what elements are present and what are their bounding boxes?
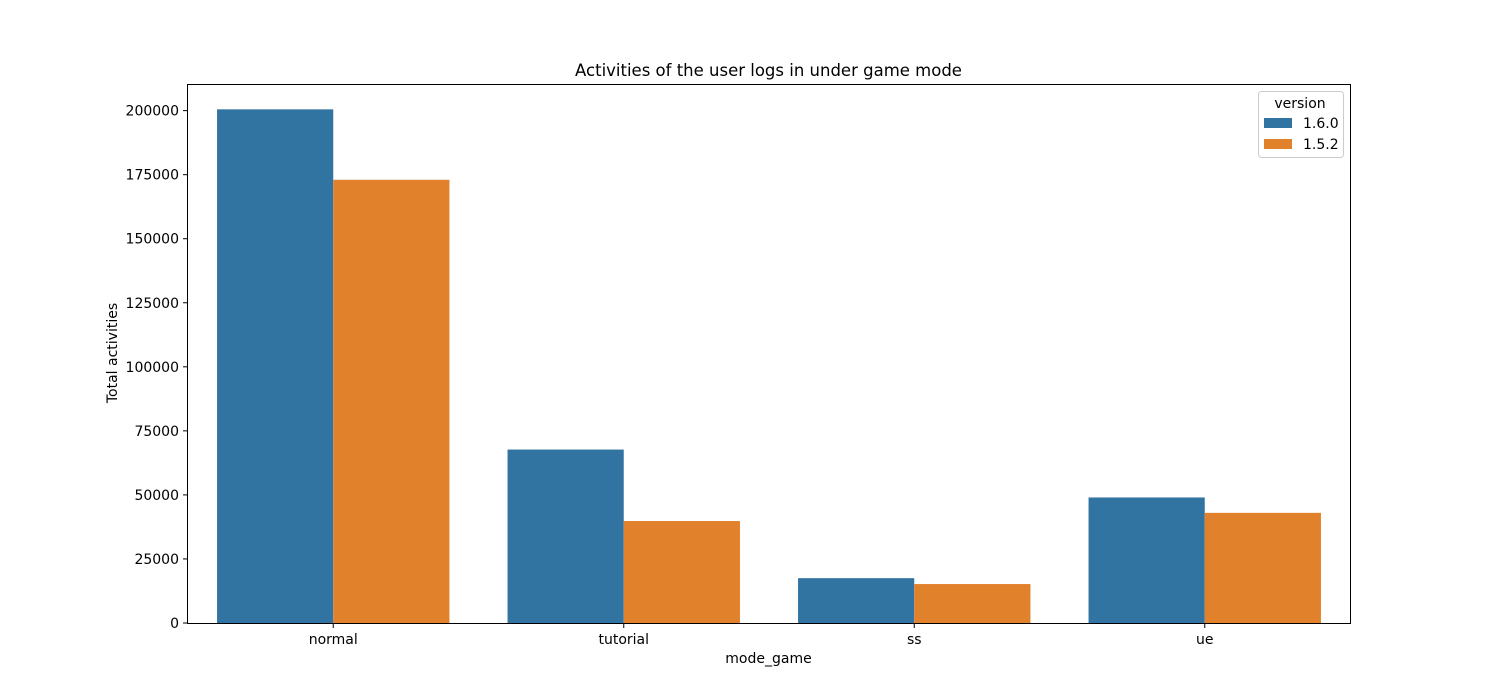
legend-label-1.5.2: 1.5.2 <box>1303 137 1339 153</box>
legend-label-1.6.0: 1.6.0 <box>1303 116 1339 132</box>
legend-swatch-1.5.2 <box>1264 139 1292 149</box>
x-tick-label: ss <box>907 632 922 648</box>
bar-ue-1.6.0 <box>1088 497 1205 623</box>
y-axis: 0 25000 50000 75000 100000 125000 150000 175000… <box>126 104 188 632</box>
bar-tutorial-1.6.0 <box>507 449 624 623</box>
chart-title: Activities of the user logs in under gam… <box>575 61 962 80</box>
bar-normal-1.5.2 <box>333 179 450 624</box>
legend: version 1.6.0 1.5.2 <box>1258 91 1344 158</box>
y-tick-label: 175000 <box>126 168 179 184</box>
plot-frame <box>187 84 1351 624</box>
legend-title: version <box>1274 96 1325 112</box>
y-tick-label: 100000 <box>126 360 179 376</box>
y-tick-label: 150000 <box>126 232 179 248</box>
y-tick-label: 50000 <box>134 488 179 504</box>
x-tick-label: normal <box>309 632 358 648</box>
bar-ss-1.5.2 <box>914 584 1031 623</box>
y-tick-label: 125000 <box>126 296 179 312</box>
y-tick-label: 75000 <box>134 424 179 440</box>
y-tick-label: 200000 <box>126 104 179 120</box>
bar-tutorial-1.5.2 <box>623 521 740 623</box>
x-tick-label: ue <box>1196 632 1214 648</box>
bars-group <box>217 109 1321 624</box>
bar-ue-1.5.2 <box>1204 512 1321 623</box>
bar-normal-1.6.0 <box>217 109 334 624</box>
bar-ss-1.6.0 <box>798 578 915 623</box>
x-axis: normal tutorial ss ue <box>309 623 1214 648</box>
legend-swatch-1.6.0 <box>1264 118 1292 128</box>
x-axis-label: mode_game <box>725 651 811 667</box>
y-tick-label: 25000 <box>134 552 179 568</box>
x-tick-label: tutorial <box>598 632 649 648</box>
y-tick-label: 0 <box>170 616 179 632</box>
y-axis-label: Total activities <box>105 303 121 404</box>
